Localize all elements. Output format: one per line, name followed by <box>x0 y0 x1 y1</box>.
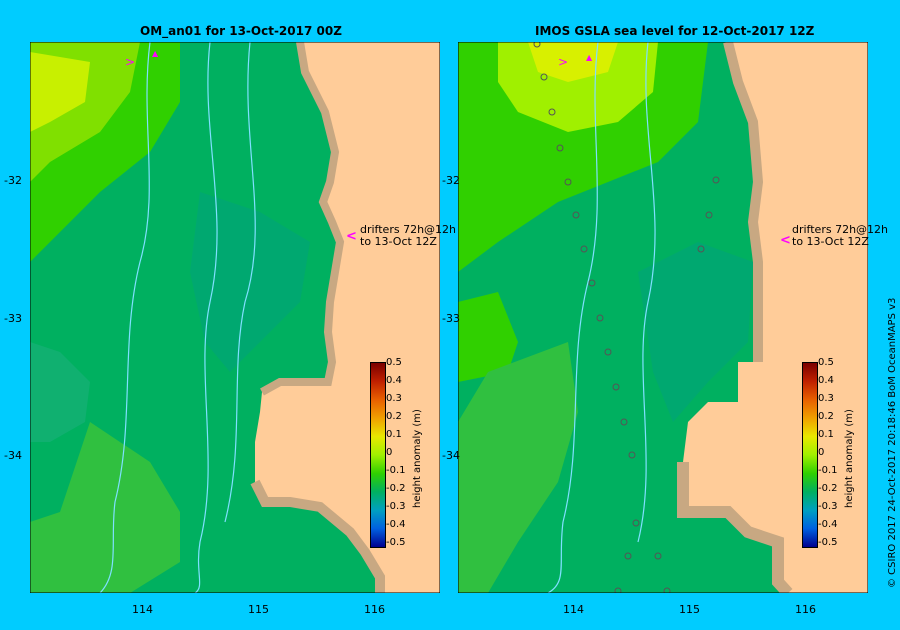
svg-text:<: < <box>780 233 791 248</box>
x-tick-label-r-0: 114 <box>563 603 584 616</box>
colorbar-2-tick-10: -0.5 <box>818 537 838 548</box>
colorbar-1-tick-7: -0.2 <box>386 483 406 494</box>
colorbar-1-tick-10: -0.5 <box>386 537 406 548</box>
colorbar-2-tick-0: 0.5 <box>818 357 834 368</box>
y-tick-label-2: -34 <box>4 449 22 462</box>
panel-2-drifters-line1: drifters 72h@12h <box>792 223 889 236</box>
x-tick-label-2: 116 <box>364 603 385 616</box>
colorbar-1-tick-9: -0.4 <box>386 519 406 530</box>
svg-text:▲: ▲ <box>586 53 593 62</box>
panel-1-drifters-line1: drifters 72h@12h <box>360 223 457 236</box>
colorbar-1-tick-5: 0 <box>386 447 393 458</box>
x-tick-label-r-1: 115 <box>679 603 700 616</box>
colorbar-2-tick-8: -0.3 <box>818 501 838 512</box>
panel-2-drifters-note: drifters 72h@12h to 13-Oct 12Z <box>792 224 888 248</box>
y-tick-label-1: -33 <box>4 312 22 325</box>
colorbar-1-tick-2: 0.3 <box>386 393 402 404</box>
colorbar-1-tick-3: 0.2 <box>386 411 402 422</box>
colorbar-2-tick-4: 0.1 <box>818 429 834 440</box>
colorbar-1-tick-1: 0.4 <box>386 375 402 386</box>
colorbar-2-tick-7: -0.2 <box>818 483 838 494</box>
colorbar-1 <box>370 362 386 548</box>
colorbar-2-tick-3: 0.2 <box>818 411 834 422</box>
colorbar-1-title: height anomaly (m) <box>412 409 423 508</box>
y-tick-label-r-2: -34 <box>442 449 460 462</box>
x-tick-label-r-2: 116 <box>795 603 816 616</box>
x-tick-label-1: 115 <box>248 603 269 616</box>
colorbar-2-tick-1: 0.4 <box>818 375 834 386</box>
colorbar-2-title: height anomaly (m) <box>844 409 855 508</box>
svg-text:<: < <box>346 229 357 244</box>
colorbar-2-tick-2: 0.3 <box>818 393 834 404</box>
colorbar-2 <box>802 362 818 548</box>
panel-2-drifters-line2: to 13-Oct 12Z <box>792 235 869 248</box>
panel-1-drifters-line2: to 13-Oct 12Z <box>360 235 437 248</box>
y-tick-label-r-0: -32 <box>442 174 460 187</box>
credit-line: © CSIRO 2017 24-Oct-2017 20:18:46 BoM Oc… <box>887 297 898 588</box>
map-panel-1[interactable]: > ▲ < <box>30 42 440 593</box>
colorbar-1-tick-0: 0.5 <box>386 357 402 368</box>
svg-text:>: > <box>125 55 135 69</box>
colorbar-1-tick-4: 0.1 <box>386 429 402 440</box>
panel-2-title: IMOS GSLA sea level for 12-Oct-2017 12Z <box>535 24 815 38</box>
colorbar-2-tick-6: -0.1 <box>818 465 838 476</box>
colorbar-2-tick-5: 0 <box>818 447 825 458</box>
colorbar-1-tick-6: -0.1 <box>386 465 406 476</box>
y-tick-label-0: -32 <box>4 174 22 187</box>
map-panel-2[interactable]: > ▲ < <box>458 42 868 593</box>
panel-1-title: OM_an01 for 13-Oct-2017 00Z <box>140 24 342 38</box>
svg-text:>: > <box>558 55 568 69</box>
colorbar-1-tick-8: -0.3 <box>386 501 406 512</box>
x-tick-label-0: 114 <box>132 603 153 616</box>
colorbar-2-tick-9: -0.4 <box>818 519 838 530</box>
svg-text:▲: ▲ <box>152 49 159 58</box>
panel-1-drifters-note: drifters 72h@12h to 13-Oct 12Z <box>360 224 456 248</box>
y-tick-label-r-1: -33 <box>442 312 460 325</box>
